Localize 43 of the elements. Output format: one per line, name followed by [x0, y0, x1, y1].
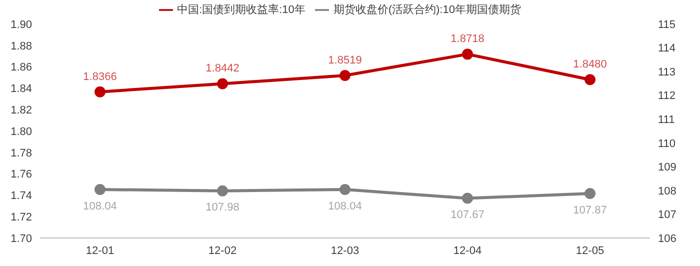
y-tick-label: 1.86: [10, 62, 32, 74]
point: [340, 70, 350, 81]
data-label: 1.8480: [573, 58, 607, 71]
y2-tick-label: 109: [658, 162, 676, 174]
y2-tick-label: 106: [658, 232, 676, 245]
data-label: 1.8519: [328, 54, 362, 66]
data-label: 1.8366: [83, 70, 117, 83]
x-tick-label: 12-04: [453, 244, 482, 257]
legend-label: 期货收盘价(活跃合约):10年期国债期货: [333, 4, 521, 16]
y2-tick-label: 111: [658, 114, 675, 126]
y2-tick-label: 107: [658, 209, 676, 222]
y2-tick-label: 113: [658, 66, 676, 78]
data-label: 1.8718: [450, 33, 484, 46]
y-tick-label: 1.84: [10, 83, 32, 96]
y-tick-label: 1.72: [10, 212, 32, 224]
y2-tick-label: 110: [658, 138, 676, 150]
data-label: 107.87: [573, 204, 607, 216]
point: [94, 86, 106, 98]
x-tick-label: 12-01: [86, 244, 114, 257]
y2-tick-label: 112: [658, 90, 676, 102]
y-tick-label: 1.74: [10, 190, 32, 202]
y-tick-label: 1.82: [10, 104, 32, 117]
legend-label: 中国:国债到期收益率:10年: [177, 4, 306, 16]
x-tick-label: 12-02: [208, 244, 237, 257]
y-tick-label: 1.70: [10, 232, 32, 245]
y-tick-label: 1.88: [10, 40, 32, 52]
y-tick-label: 1.80: [10, 126, 32, 138]
point: [217, 78, 228, 90]
y2-tick-label: 108: [658, 185, 676, 198]
x-tick-label: 12-05: [576, 244, 604, 257]
y-tick-label: 1.76: [10, 168, 32, 181]
y2-tick-label: 114: [658, 42, 676, 55]
y-tick-label: 1.90: [10, 18, 32, 31]
data-label: 107.67: [450, 209, 484, 222]
data-label: 108.04: [83, 200, 117, 212]
y2-tick-label: 115: [658, 18, 676, 31]
y-tick-label: 1.78: [10, 147, 32, 160]
point: [462, 48, 473, 60]
data-label: 107.98: [206, 202, 240, 214]
x-tick-label: 12-03: [330, 244, 360, 257]
data-label: 1.8442: [206, 62, 240, 75]
data-label: 108.04: [328, 200, 362, 212]
point: [584, 74, 596, 86]
